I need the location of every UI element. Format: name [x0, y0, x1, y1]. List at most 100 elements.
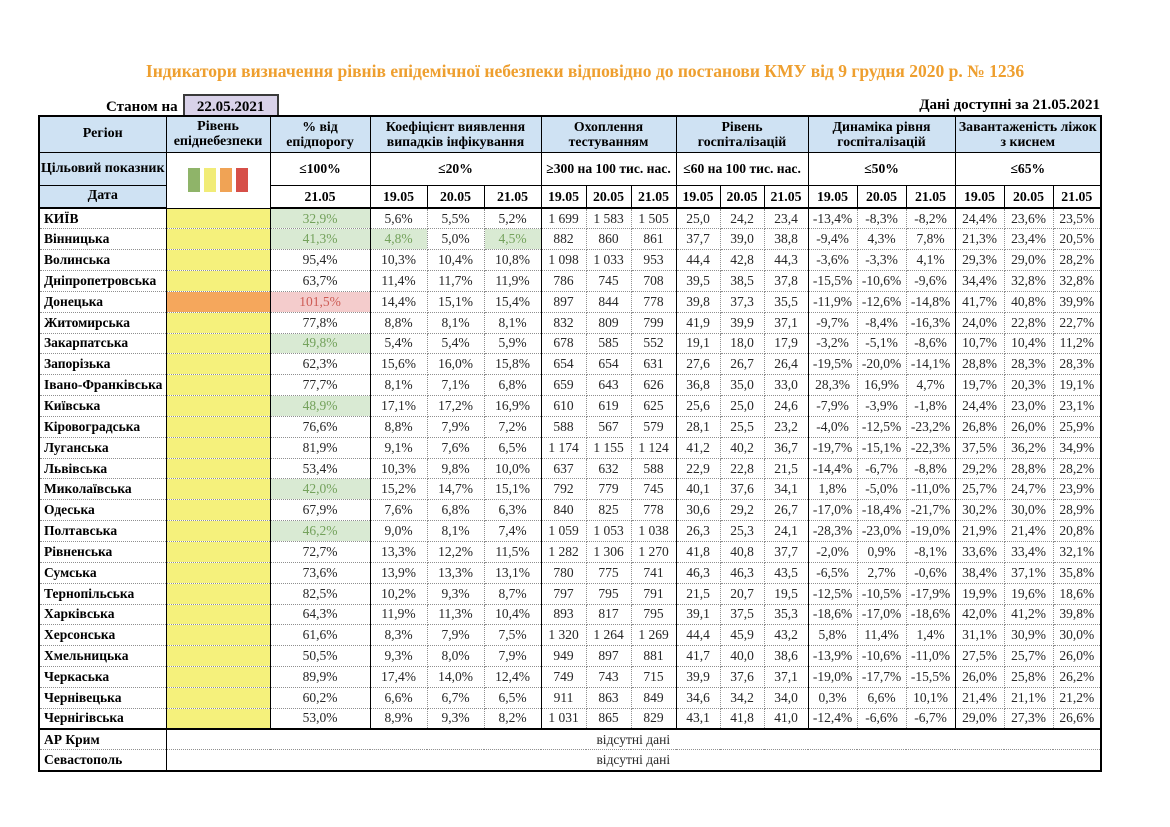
dynamics-cell: -17,7%	[856, 666, 907, 688]
dynamics-cell: -12,6%	[856, 290, 907, 313]
pct-threshold-cell: 62,3%	[269, 353, 371, 376]
testing-cell: 953	[630, 249, 677, 272]
oxygen-beds-cell: 37,5%	[954, 436, 1005, 459]
oxygen-beds-cell: 37,1%	[1003, 561, 1054, 584]
legend-red-swatch	[236, 168, 248, 192]
oxygen-beds-cell: 30,0%	[1003, 499, 1054, 522]
table-row: Чернівецька 60,2% 6,6% 6,7% 6,5% 911 863 849 34,…	[39, 686, 1102, 709]
dynamics-cell: -14,4%	[807, 457, 858, 480]
hospitalization-cell: 36,8	[675, 374, 721, 397]
pct-threshold-cell: 77,7%	[269, 374, 371, 397]
coef-cell: 10,4%	[426, 249, 485, 272]
pct-threshold-cell: 61,6%	[269, 624, 371, 647]
testing-cell: 585	[585, 332, 632, 355]
oxygen-beds-cell: 25,7%	[1003, 645, 1054, 668]
hospitalization-cell: 25,0	[719, 395, 765, 417]
oxygen-beds-cell: 34,9%	[1052, 436, 1102, 459]
region-column-header: Регіон	[38, 115, 167, 153]
oxygen-beds-cell: 27,5%	[954, 645, 1005, 668]
header-row-groups: Регіон Рівень епіднебезпеки % від епідпо…	[38, 115, 1102, 153]
hospitalization-cell: 34,0	[763, 686, 809, 709]
hospitalization-cell: 35,5	[763, 290, 809, 313]
date-header-4-1: 20.05	[856, 184, 907, 209]
dynamics-cell: -10,6%	[856, 270, 907, 292]
table-row: Запорізька 62,3% 15,6% 16,0% 15,8% 654 654 631 2…	[39, 353, 1102, 376]
coef-cell: 11,5%	[483, 541, 542, 563]
testing-cell: 1 306	[585, 541, 632, 563]
hospitalization-cell: 24,2	[719, 207, 765, 230]
pct-threshold-cell: 41,3%	[269, 228, 371, 251]
hospitalization-cell: 39,9	[675, 666, 721, 688]
testing-cell: 893	[540, 603, 587, 626]
testing-cell: 860	[585, 228, 632, 251]
hospitalization-cell: 34,6	[675, 686, 721, 709]
hospitalization-cell: 37,6	[719, 478, 765, 501]
dynamics-cell: -18,6%	[807, 603, 858, 626]
oxygen-beds-cell: 26,2%	[1052, 666, 1102, 688]
oxygen-beds-cell: 32,8%	[1052, 270, 1102, 292]
dynamics-cell: -8,8%	[905, 457, 956, 480]
coef-cell: 8,7%	[483, 582, 542, 605]
testing-cell: 588	[540, 415, 587, 438]
testing-cell: 1 124	[630, 436, 677, 459]
date-header-1-0: 19.05	[369, 184, 428, 209]
coef-cell: 6,5%	[483, 686, 542, 709]
coef-cell: 6,8%	[483, 374, 542, 397]
dynamics-cell: -8,3%	[856, 207, 907, 230]
dynamics-cell: -8,1%	[905, 541, 956, 563]
oxygen-beds-cell: 24,7%	[1003, 478, 1054, 501]
data-available-label: Дані доступні за 21.05.2021	[919, 97, 1100, 113]
epidemic-level-cell	[165, 520, 271, 542]
oxygen-beds-cell: 26,0%	[1003, 415, 1054, 438]
oxygen-beds-cell: 26,0%	[1052, 645, 1102, 668]
coef-cell: 10,0%	[483, 457, 542, 480]
date-header-0-0: 21.05	[269, 184, 371, 209]
oxygen-beds-cell: 29,3%	[954, 249, 1005, 272]
epidemic-level-cell	[165, 457, 271, 480]
hospitalization-cell: 25,5	[719, 415, 765, 438]
coef-cell: 10,3%	[369, 457, 428, 480]
dynamics-cell: 4,1%	[905, 249, 956, 272]
coef-cell: 6,3%	[483, 499, 542, 522]
hospitalization-cell: 42,8	[719, 249, 765, 272]
dynamics-cell: -11,0%	[905, 645, 956, 668]
testing-cell: 610	[540, 395, 587, 417]
dynamics-cell: -2,0%	[807, 541, 858, 563]
coef-cell: 10,4%	[483, 603, 542, 626]
table-row: Тернопільська 82,5% 10,2% 9,3% 8,7% 797 795 791…	[39, 582, 1102, 605]
epidemic-level-cell	[165, 290, 271, 313]
coef-cell: 9,8%	[426, 457, 485, 480]
dynamics-cell: -18,4%	[856, 499, 907, 522]
region-cell: Закарпатська	[39, 332, 167, 355]
testing-cell: 619	[585, 395, 632, 417]
table-row: Херсонська 61,6% 8,3% 7,9% 7,5% 1 320 1 264 1 2…	[39, 624, 1102, 647]
hospitalization-cell: 41,7	[675, 645, 721, 668]
testing-cell: 778	[630, 290, 677, 313]
dynamics-cell: -16,3%	[905, 311, 956, 334]
coef-cell: 10,8%	[483, 249, 542, 272]
oxygen-beds-cell: 24,0%	[954, 311, 1005, 334]
coef-cell: 8,1%	[369, 374, 428, 397]
coef-cell: 15,6%	[369, 353, 428, 376]
epidemic-level-cell	[165, 353, 271, 376]
hospitalization-cell: 34,2	[719, 686, 765, 709]
table-row: Вінницька 41,3% 4,8% 5,0% 4,5% 882 860 861 37,7 3…	[39, 228, 1102, 251]
hospitalization-cell: 34,1	[763, 478, 809, 501]
date-header-2-0: 19.05	[540, 184, 587, 209]
coef-cell: 15,4%	[483, 290, 542, 313]
hospitalization-cell: 19,1	[675, 332, 721, 355]
region-cell: Донецька	[39, 290, 167, 313]
hospitalization-cell: 37,7	[675, 228, 721, 251]
region-cell: Тернопільська	[39, 582, 167, 605]
testing-cell: 631	[630, 353, 677, 376]
testing-cell: 1 155	[585, 436, 632, 459]
date-header-5-1: 20.05	[1003, 184, 1054, 209]
testing-cell: 1 269	[630, 624, 677, 647]
table-row: Івано-Франківська 77,7% 8,1% 7,1% 6,8% 659 643…	[39, 374, 1102, 397]
dynamics-cell: -3,9%	[856, 395, 907, 417]
oxygen-beds-cell: 21,1%	[1003, 686, 1054, 709]
oxygen-beds-cell: 21,2%	[1052, 686, 1102, 709]
coef-cell: 8,1%	[483, 311, 542, 334]
oxygen-beds-cell: 27,3%	[1003, 707, 1054, 730]
dynamics-cell: -8,4%	[856, 311, 907, 334]
